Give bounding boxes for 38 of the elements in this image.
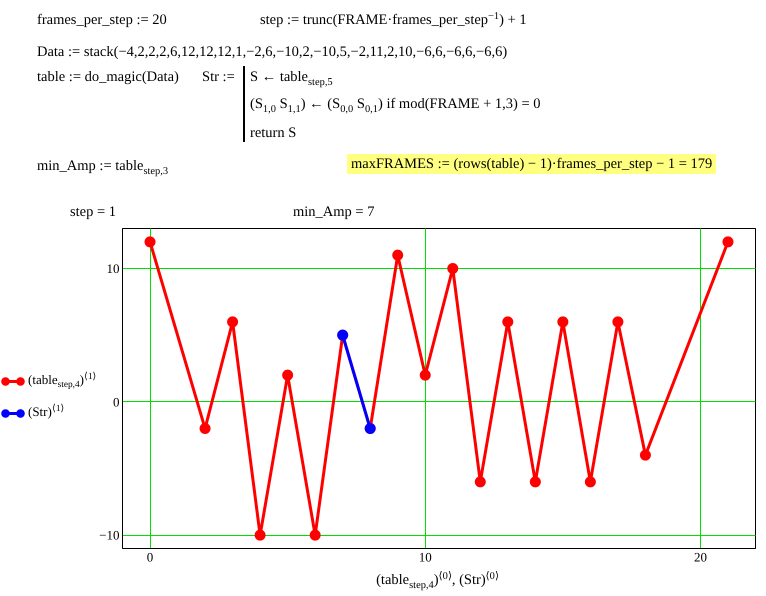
point xyxy=(474,476,486,488)
point xyxy=(144,236,156,248)
point xyxy=(392,250,404,261)
point xyxy=(557,316,568,328)
point xyxy=(227,316,238,328)
point xyxy=(584,476,596,488)
point xyxy=(310,530,321,541)
text: step = 1 xyxy=(70,203,116,222)
point xyxy=(612,316,624,328)
x-axis-title: (table$_{step,4}$)$^{⟨0⟩}$, (Str)$^{⟨0⟩}$ xyxy=(375,570,500,592)
text: (S$_{1,0}$ S$_{1,1}$) ← (S$_{0,0}$ S$_{0,1}$) if mod(FRAME + 1,3) = 0 xyxy=(250,96,541,115)
text: step := trunc(FRAME·frames_per_step$^{−1}$) + 1 xyxy=(260,10,527,30)
point xyxy=(420,370,431,381)
text: frames_per_step := 20 xyxy=(37,11,167,30)
y-tick-label: 0 xyxy=(113,394,120,410)
x-tick-label: 0 xyxy=(146,550,154,564)
text: return S xyxy=(250,124,296,143)
text: table := do_magic(Data) xyxy=(37,68,179,87)
point xyxy=(722,236,734,248)
point xyxy=(254,530,266,541)
y-tick-label: −10 xyxy=(99,528,120,543)
x-tick-label: 10 xyxy=(418,550,432,564)
text: Str := xyxy=(202,68,235,87)
point xyxy=(447,263,458,274)
point xyxy=(282,370,294,381)
text: min_Amp := table$_{step,3}$ xyxy=(37,157,168,178)
point xyxy=(200,423,211,434)
x-tick-label: 20 xyxy=(694,550,707,564)
point xyxy=(502,316,514,328)
legend-label: (Str)$^{⟨1⟩}$ xyxy=(28,403,65,421)
legend-label: (table$_{step,4}$)$^{⟨1⟩}$ xyxy=(28,371,97,391)
text: min_Amp = 7 xyxy=(293,203,374,222)
point xyxy=(530,476,541,488)
y-tick-label: 10 xyxy=(106,261,120,276)
text: S ← table$_{step,5}$ xyxy=(250,68,333,89)
text: maxFRAMES := (rows(table) − 1)·frames_per_step − 1 = 179 xyxy=(347,154,716,174)
point xyxy=(640,450,651,461)
text: Data := stack(−4,2,2,2,6,12,12,12,1,−2,6,−10,2,−10,5,−2,11,2,10,−6,6,−6,6,−6,6) xyxy=(37,43,508,62)
